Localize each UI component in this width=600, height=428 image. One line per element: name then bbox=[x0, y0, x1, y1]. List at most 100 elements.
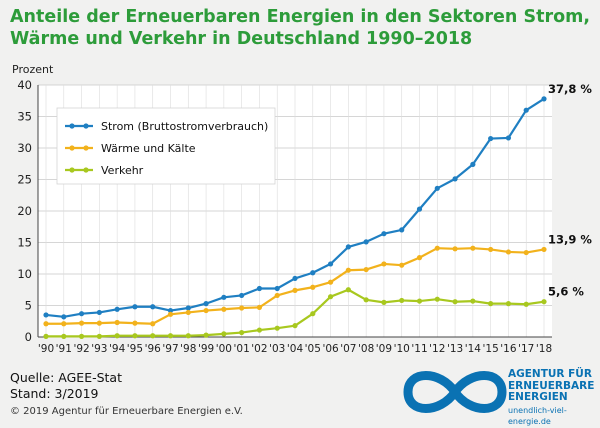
data-point bbox=[523, 249, 529, 256]
x-tick-label: '17 bbox=[518, 343, 534, 355]
logo-line3: ENERGIEN bbox=[508, 391, 568, 403]
data-point bbox=[96, 320, 102, 326]
y-tick-label: 15 bbox=[17, 236, 32, 250]
data-point bbox=[221, 306, 227, 312]
x-tick-label: '96 bbox=[145, 343, 162, 355]
legend-entry-label: Wärme und Kälte bbox=[101, 142, 196, 155]
x-tick-label: '09 bbox=[376, 343, 392, 355]
chart-title: Anteile der Erneuerbaren Energien in den… bbox=[10, 6, 590, 50]
data-point bbox=[399, 227, 405, 233]
data-point bbox=[381, 231, 387, 237]
data-point bbox=[381, 299, 387, 305]
x-tick-label: '98 bbox=[180, 343, 196, 355]
infinity-logo-icon bbox=[403, 371, 507, 413]
data-point bbox=[327, 279, 334, 285]
data-point bbox=[150, 304, 156, 310]
y-tick-label: 30 bbox=[17, 141, 32, 155]
data-point bbox=[399, 297, 405, 304]
data-point bbox=[239, 292, 245, 299]
data-point bbox=[43, 321, 49, 327]
line-chart: 0 5 10 15 20 25 30 35 40 '90'91'92'93'94'95'96'97… bbox=[17, 78, 592, 355]
x-tick-label: '93 bbox=[91, 343, 107, 355]
data-point bbox=[310, 311, 316, 317]
data-point bbox=[470, 298, 476, 304]
data-point bbox=[78, 311, 85, 317]
y-tick-label: 5 bbox=[25, 299, 32, 313]
data-point bbox=[274, 292, 280, 299]
end-value-label: 37,8 % bbox=[548, 82, 592, 96]
data-point bbox=[292, 275, 298, 282]
data-point bbox=[203, 307, 209, 314]
x-tick-label: '99 bbox=[198, 343, 214, 355]
data-point bbox=[239, 305, 245, 311]
x-tick-label: '08 bbox=[358, 343, 374, 355]
data-point bbox=[505, 249, 512, 255]
data-point bbox=[150, 321, 156, 327]
data-point bbox=[452, 246, 458, 252]
data-point bbox=[488, 301, 494, 307]
x-tick-label: '10 bbox=[394, 343, 410, 355]
copyright-text: © 2019 Agentur für Erneuerbare Energien … bbox=[10, 406, 243, 417]
legend-swatch-point bbox=[83, 123, 89, 129]
data-point bbox=[43, 312, 49, 318]
data-point bbox=[345, 267, 351, 273]
data-point bbox=[203, 332, 209, 338]
x-tick-label: '91 bbox=[56, 343, 72, 355]
data-point bbox=[523, 301, 529, 307]
legend-swatch-point bbox=[69, 167, 75, 173]
data-point bbox=[221, 294, 227, 300]
x-tick-label: '04 bbox=[287, 343, 304, 355]
x-tick-label: '05 bbox=[305, 343, 321, 355]
data-point bbox=[434, 185, 440, 191]
data-point bbox=[78, 320, 85, 326]
data-point bbox=[185, 305, 191, 311]
data-point bbox=[292, 287, 298, 293]
chart-title-line1: Anteile der Erneuerbaren Energien in den… bbox=[10, 7, 590, 27]
logo-line2: ERNEUERBARE bbox=[508, 379, 595, 392]
logo-wordmark: AGENTUR FÜR ERNEUERBARE ENERGIEN unendli… bbox=[508, 368, 600, 428]
data-point bbox=[239, 329, 245, 336]
legend-swatch-point bbox=[83, 145, 89, 151]
data-point bbox=[203, 301, 209, 307]
legend-box bbox=[56, 107, 276, 185]
data-point bbox=[150, 333, 156, 339]
data-point bbox=[167, 333, 174, 339]
data-point bbox=[274, 285, 280, 292]
end-value-label: 13,9 % bbox=[548, 232, 592, 246]
x-tick-label: '11 bbox=[411, 343, 427, 355]
data-point bbox=[488, 246, 494, 253]
legend-swatch-point bbox=[69, 123, 75, 129]
data-point bbox=[132, 304, 138, 310]
legend-entry-label: Verkehr bbox=[101, 164, 144, 177]
data-point bbox=[434, 296, 440, 302]
data-point bbox=[470, 245, 476, 251]
stand-text: Stand: 3/2019 bbox=[10, 386, 99, 401]
source-text: Quelle: AGEE-Stat bbox=[10, 370, 122, 385]
data-point bbox=[96, 333, 102, 339]
data-point bbox=[488, 135, 494, 142]
data-point bbox=[256, 327, 263, 333]
data-point bbox=[96, 309, 102, 316]
data-point bbox=[416, 206, 423, 212]
data-point bbox=[132, 320, 138, 326]
logo-line1: AGENTUR FÜR bbox=[508, 368, 592, 380]
data-point bbox=[541, 299, 547, 305]
data-point bbox=[114, 319, 120, 326]
logo-url: unendlich-viel-energie.de bbox=[508, 405, 567, 427]
data-point bbox=[310, 284, 316, 290]
data-point bbox=[399, 262, 405, 268]
x-tick-label: '01 bbox=[234, 343, 250, 355]
x-tick-label: '00 bbox=[216, 343, 232, 355]
x-tick-label: '94 bbox=[109, 343, 126, 355]
x-tick-label: '06 bbox=[322, 343, 339, 355]
data-point bbox=[327, 294, 334, 300]
data-point bbox=[541, 96, 547, 102]
y-tick-label: 25 bbox=[17, 173, 32, 187]
data-point bbox=[416, 298, 423, 304]
data-point bbox=[523, 107, 529, 113]
data-point bbox=[505, 301, 512, 307]
x-tick-label: '02 bbox=[251, 343, 267, 355]
data-point bbox=[345, 287, 351, 293]
data-point bbox=[434, 245, 440, 251]
